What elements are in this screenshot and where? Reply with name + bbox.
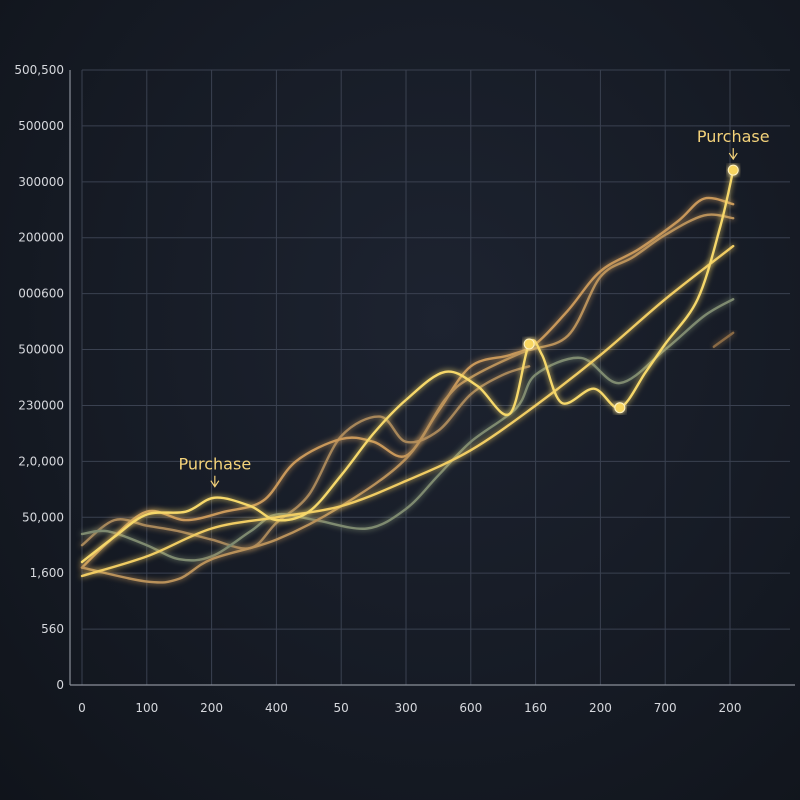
y-tick-label: 200000 bbox=[18, 231, 64, 245]
data-point-marker bbox=[523, 338, 535, 350]
x-axis-tick-labels: 0 100 200 400 50 300 600 160 200 700 200 bbox=[78, 701, 741, 715]
series-line-6 bbox=[80, 365, 531, 550]
y-tick-label: 0 bbox=[56, 678, 64, 692]
y-tick-label: 000600 bbox=[18, 287, 64, 301]
data-point-marker bbox=[727, 164, 739, 176]
annotation-label: Purchase bbox=[697, 127, 770, 146]
annotation-layer: Purchase Purchase bbox=[179, 127, 770, 488]
series-line-5 bbox=[80, 298, 735, 562]
x-tick-label: 50 bbox=[334, 701, 349, 715]
chart-grid bbox=[81, 69, 790, 686]
chart-axes bbox=[69, 70, 795, 686]
x-tick-label: 200 bbox=[719, 701, 742, 715]
y-tick-label: 50,000 bbox=[22, 510, 64, 524]
y-tick-label: 1,600 bbox=[30, 566, 64, 580]
y-tick-label: 500000 bbox=[18, 119, 64, 133]
y-tick-label: 230000 bbox=[18, 398, 64, 412]
x-tick-label: 0 bbox=[78, 701, 86, 715]
annotation-arrow-icon bbox=[210, 475, 220, 488]
series-line-3 bbox=[80, 213, 735, 584]
series-line-7 bbox=[712, 331, 735, 348]
x-tick-label: 200 bbox=[200, 701, 223, 715]
y-axis-tick-labels: 0 560 1,600 50,000 2,0,000 230000 500000 000600… bbox=[14, 63, 64, 692]
series-layer bbox=[80, 168, 735, 584]
y-tick-label: 500,500 bbox=[14, 63, 64, 77]
x-tick-label: 700 bbox=[654, 701, 677, 715]
x-tick-label: 600 bbox=[459, 701, 482, 715]
y-tick-label: 560 bbox=[41, 622, 64, 636]
y-tick-label: 2,0,000 bbox=[18, 454, 64, 468]
x-tick-label: 200 bbox=[589, 701, 612, 715]
x-tick-label: 300 bbox=[395, 701, 418, 715]
x-tick-label: 160 bbox=[524, 701, 547, 715]
series-line-2 bbox=[80, 244, 735, 578]
annotation-label: Purchase bbox=[179, 455, 252, 474]
data-point-marker bbox=[614, 402, 626, 414]
series-line-1 bbox=[80, 168, 735, 564]
y-tick-label: 300000 bbox=[18, 175, 64, 189]
y-tick-label: 500000 bbox=[18, 343, 64, 357]
x-tick-label: 100 bbox=[135, 701, 158, 715]
annotation-arrow-icon bbox=[728, 148, 738, 161]
x-tick-label: 400 bbox=[265, 701, 288, 715]
